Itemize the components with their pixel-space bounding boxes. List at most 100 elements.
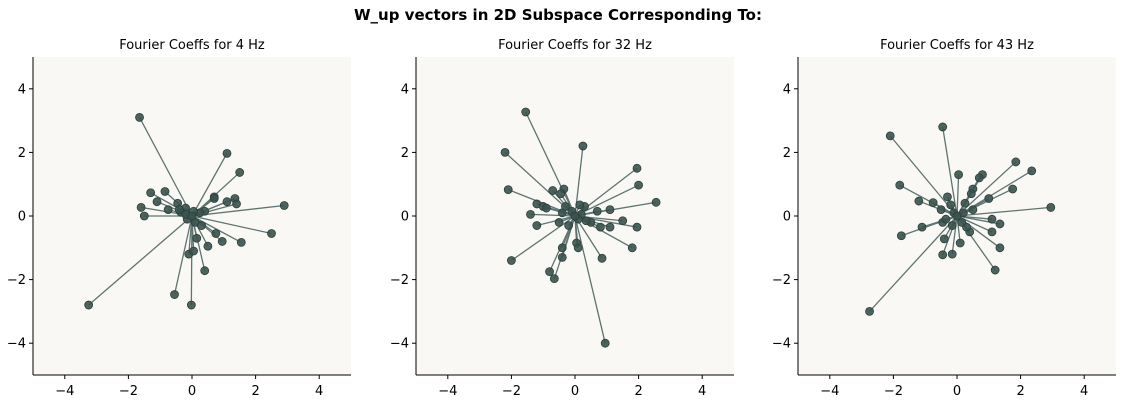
x-tick-label: 0	[188, 384, 196, 399]
data-point	[500, 147, 510, 157]
data-point	[139, 211, 149, 221]
data-point	[186, 300, 196, 310]
data-point	[1046, 203, 1056, 212]
data-point	[954, 170, 963, 180]
data-point	[1027, 166, 1037, 176]
vector-line	[951, 215, 958, 255]
vector-line	[889, 135, 958, 217]
data-point	[865, 306, 874, 316]
data-point	[896, 231, 906, 241]
x-tick-label: 4	[698, 384, 706, 399]
data-point	[146, 188, 156, 198]
data-point	[990, 265, 1000, 275]
data-point	[968, 205, 978, 215]
data-point	[557, 252, 567, 262]
y-tick-label: 2	[401, 146, 409, 161]
x-tick-label: 2	[251, 384, 259, 399]
data-point	[987, 214, 997, 224]
vector-line	[561, 215, 576, 249]
data-point	[136, 203, 146, 212]
vector-line	[574, 215, 606, 344]
y-tick-label: 2	[783, 146, 791, 161]
data-point	[557, 208, 567, 218]
vector-line	[511, 215, 576, 262]
data-point	[570, 211, 580, 221]
data-point	[506, 256, 516, 265]
y-tick-label: 0	[18, 210, 26, 225]
data-point	[564, 221, 574, 230]
data-point	[160, 187, 170, 196]
x-tick-label: 4	[315, 384, 323, 399]
data-point	[632, 163, 642, 173]
figure-title: W_up vectors in 2D Subspace Correspondin…	[354, 6, 762, 24]
x-tick-label: −4	[55, 384, 74, 399]
data-point	[222, 197, 232, 207]
data-point	[917, 222, 927, 232]
data-point	[232, 199, 241, 209]
subplot-title: Fourier Coeffs for 43 Hz	[880, 38, 1034, 53]
data-point	[235, 168, 245, 177]
data-point	[532, 221, 542, 230]
data-point	[597, 253, 607, 263]
data-point	[651, 197, 661, 207]
data-point	[627, 243, 637, 253]
subplot-title: Fourier Coeffs for 32 Hz	[498, 38, 652, 53]
data-point	[200, 266, 210, 276]
y-tick-label: −4	[7, 337, 26, 352]
data-point	[526, 210, 535, 219]
vector-line	[574, 184, 639, 217]
y-tick-label: 0	[783, 210, 791, 225]
data-point	[192, 233, 202, 243]
data-point	[618, 216, 628, 226]
y-tick-label: 4	[401, 82, 409, 97]
data-point	[596, 222, 605, 232]
vector-line	[173, 215, 193, 295]
y-tick-label: −2	[7, 273, 26, 288]
x-tick-label: 2	[1016, 384, 1024, 399]
data-point	[974, 173, 984, 183]
data-point	[947, 221, 957, 230]
data-point	[936, 205, 946, 215]
data-point	[955, 238, 965, 248]
data-point	[187, 211, 197, 221]
data-point	[578, 141, 588, 151]
data-point	[236, 237, 246, 247]
vector-line	[956, 206, 1051, 217]
vector-line	[138, 117, 193, 217]
data-point	[554, 217, 564, 227]
data-point	[267, 229, 276, 238]
data-point	[503, 185, 513, 195]
data-point	[549, 274, 559, 284]
x-tick-label: 0	[953, 384, 961, 399]
data-point	[885, 131, 895, 141]
data-point	[946, 200, 956, 210]
data-point	[211, 229, 221, 238]
data-point	[541, 203, 551, 213]
vector-line	[191, 215, 272, 235]
data-point	[632, 222, 642, 232]
x-tick-label: −2	[119, 384, 138, 399]
data-point	[928, 198, 938, 208]
data-point	[174, 205, 184, 215]
data-point	[952, 211, 962, 221]
data-point	[521, 107, 531, 117]
data-point	[943, 192, 952, 202]
subplot-grid: Fourier Coeffs for 4 Hz−4 −2 0 2 4−4−2024Fou…	[7, 38, 1116, 399]
data-point	[573, 243, 583, 253]
data-point	[84, 300, 94, 310]
subplot-1: Fourier Coeffs for 4 Hz −4 −2 0 2 4 −4 −2 0 2 4	[7, 38, 351, 399]
data-point	[548, 186, 558, 195]
data-point	[279, 201, 289, 210]
data-point	[217, 237, 227, 246]
data-point	[605, 222, 615, 232]
vector-line	[525, 111, 576, 217]
data-point	[545, 267, 554, 277]
y-tick-label: 4	[18, 82, 26, 97]
y-tick-label: −2	[390, 273, 409, 288]
x-tick-label: 2	[634, 384, 642, 399]
data-point	[557, 243, 567, 253]
data-point	[957, 217, 967, 227]
data-point	[600, 338, 610, 348]
vector-line	[88, 215, 193, 306]
